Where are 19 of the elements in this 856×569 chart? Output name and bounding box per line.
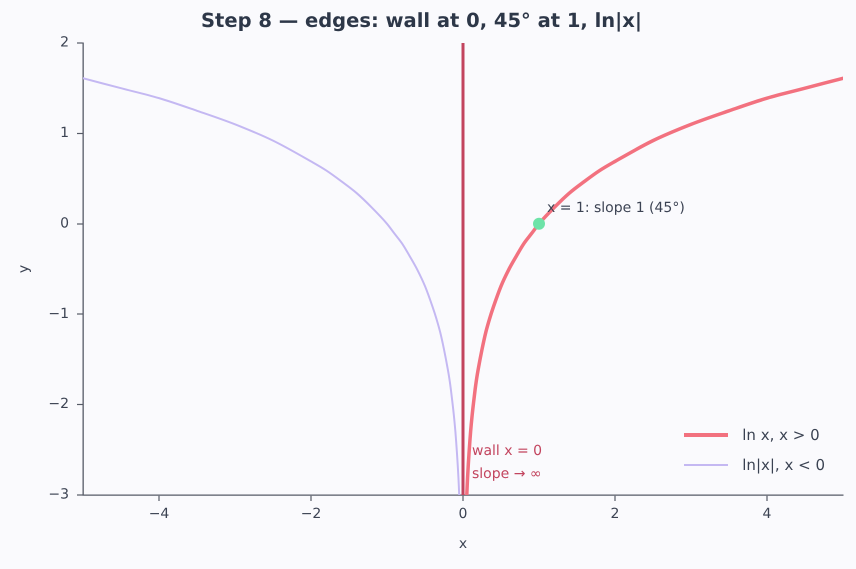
x-tick-label: −2 (300, 506, 322, 522)
x-tick-label: 2 (610, 506, 620, 522)
y-tick-label: 1 (60, 125, 69, 142)
x-tick-label: −4 (148, 506, 170, 522)
y-tick-label: −3 (48, 486, 69, 503)
y-tick-label: −1 (48, 306, 69, 322)
line-series (83, 77, 460, 495)
legend-label: ln x, x > 0 (742, 426, 820, 444)
y-tick-label: 0 (60, 215, 69, 232)
x-tick-label: 4 (762, 506, 772, 522)
x-tick-label: 0 (458, 506, 468, 522)
x-axis-title: x (458, 536, 468, 552)
chart-title: Step 8 — edges: wall at 0, 45° at 1, ln|x| (200, 8, 642, 32)
y-tick-label: 2 (60, 34, 69, 51)
y-tick-label: −2 (48, 396, 69, 412)
ref-line-label: wall x = 0 slope → ∞ (472, 443, 542, 482)
y-axis-title: y (16, 264, 32, 274)
line-series (465, 76, 843, 495)
legend-label: ln|x|, x < 0 (742, 456, 825, 474)
